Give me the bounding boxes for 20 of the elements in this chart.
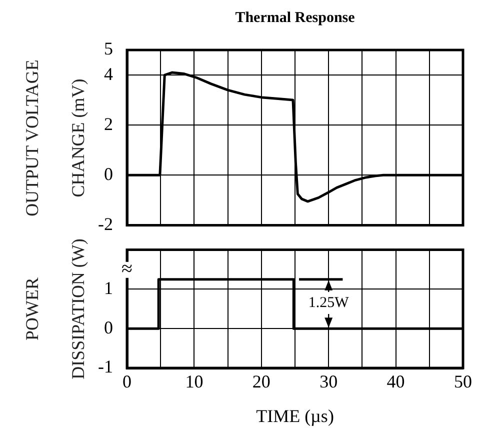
y-tick-label: 4: [104, 64, 113, 84]
x-axis-title: TIME (µs): [256, 406, 334, 426]
y-tick-label: 0: [104, 318, 113, 338]
y-tick-label: 2: [104, 114, 113, 134]
annotation: ≈: [122, 258, 133, 280]
x-tick-label: 10: [185, 372, 204, 392]
y-tick-label: -1: [98, 356, 113, 377]
y-tick-label: 5: [104, 38, 113, 59]
text: OUTPUT VOLTAGE CHANGE (mV): [22, 59, 88, 216]
x-tick-label: 30: [320, 372, 338, 392]
x-tick-label: 0: [122, 372, 132, 392]
text: POWER DISSIPATION (W): [22, 238, 88, 380]
y-tick-label: -2: [98, 214, 113, 234]
annotation: 1.25W: [308, 295, 350, 312]
y-tick-label: 0: [104, 164, 113, 184]
chart-title: Thermal Response: [234, 10, 356, 27]
y-tick-label: 1: [104, 278, 113, 298]
x-tick-label: 50: [454, 372, 472, 392]
x-tick-label: 20: [252, 372, 270, 392]
x-tick-label: 40: [386, 372, 405, 392]
